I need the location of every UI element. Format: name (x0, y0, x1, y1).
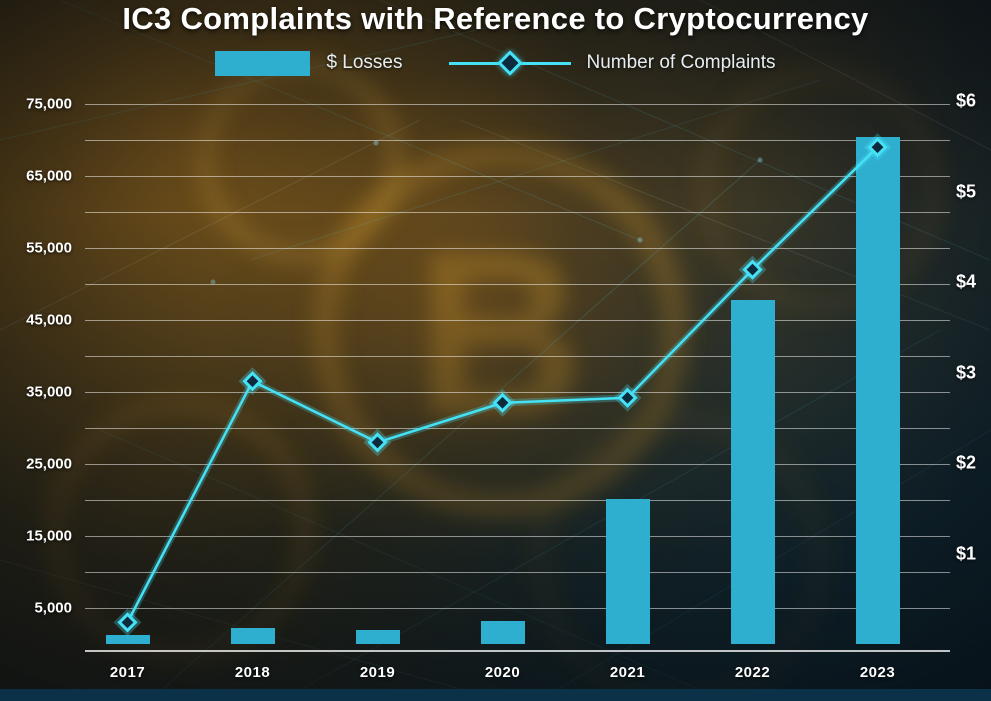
gridline (85, 500, 950, 501)
marker-glow (363, 428, 392, 457)
x-tick-label: 2021 (609, 664, 646, 681)
left-tick-label: 35,000 (26, 383, 72, 401)
right-tick-label: $2 (956, 452, 977, 473)
gridline (85, 464, 950, 465)
left-tick-label: 5,000 (34, 599, 72, 617)
x-tick-label: 2018 (234, 664, 271, 681)
gridline (85, 608, 950, 609)
right-tick-label: $1 (956, 543, 977, 563)
bottom-band (0, 689, 991, 701)
right-tick-label: $5 (956, 181, 977, 201)
gridline (85, 140, 950, 141)
gridline (85, 320, 950, 321)
bar (480, 621, 525, 644)
bar (730, 300, 775, 644)
gridline (85, 248, 950, 249)
bar (230, 627, 275, 644)
marker-glow (113, 608, 142, 637)
diamond-marker-icon (492, 392, 513, 413)
losses-bar-swatch-icon (215, 50, 311, 76)
left-tick-label: 15,000 (26, 527, 72, 545)
gridline (85, 104, 950, 105)
left-tick-label: 75,000 (26, 95, 72, 113)
diamond-marker-icon (496, 50, 523, 76)
right-tick-label: $6 (956, 90, 977, 111)
legend-item-complaints: Number of Complaints (448, 50, 776, 76)
x-tick-label: 2019 (359, 664, 396, 681)
left-tick-label: 65,000 (26, 167, 72, 185)
legend-item-losses: $ Losses (215, 50, 403, 76)
gridline (85, 428, 950, 429)
x-tick-label: 2017 (109, 664, 146, 681)
x-tick-label: 2020 (484, 664, 521, 681)
x-tick-label: 2022 (734, 664, 771, 681)
complaints-line-swatch-icon (448, 50, 571, 76)
gridline (85, 284, 950, 285)
x-tick-label: 2023 (859, 664, 896, 681)
left-tick-label: 45,000 (26, 311, 72, 329)
legend-losses-label: $ Losses (326, 52, 403, 73)
gridline (85, 536, 950, 537)
marker-glow (238, 367, 267, 396)
right-tick-label: $3 (956, 362, 977, 382)
gridline (85, 392, 950, 393)
marker-glow (738, 255, 767, 284)
gridline (85, 212, 950, 213)
diamond-marker-icon (367, 432, 388, 453)
right-tick-label: $4 (956, 271, 977, 292)
bar (605, 499, 650, 644)
bar (355, 629, 400, 644)
diamond-marker-icon (117, 612, 138, 633)
left-tick-label: 55,000 (26, 239, 72, 257)
diamond-marker-icon (742, 259, 763, 280)
marker-glow (488, 388, 517, 417)
x-axis-line (85, 650, 950, 652)
gridline (85, 356, 950, 357)
legend-complaints-label: Number of Complaints (586, 52, 776, 73)
diamond-marker-icon (242, 371, 263, 392)
bar (105, 634, 150, 644)
legend: $ Losses Number of Complaints (0, 50, 991, 76)
left-tick-label: 25,000 (26, 455, 72, 473)
gridline (85, 572, 950, 573)
gridline (85, 176, 950, 177)
chart-title: IC3 Complaints with Reference to Cryptoc… (122, 1, 869, 36)
bar (855, 137, 900, 644)
